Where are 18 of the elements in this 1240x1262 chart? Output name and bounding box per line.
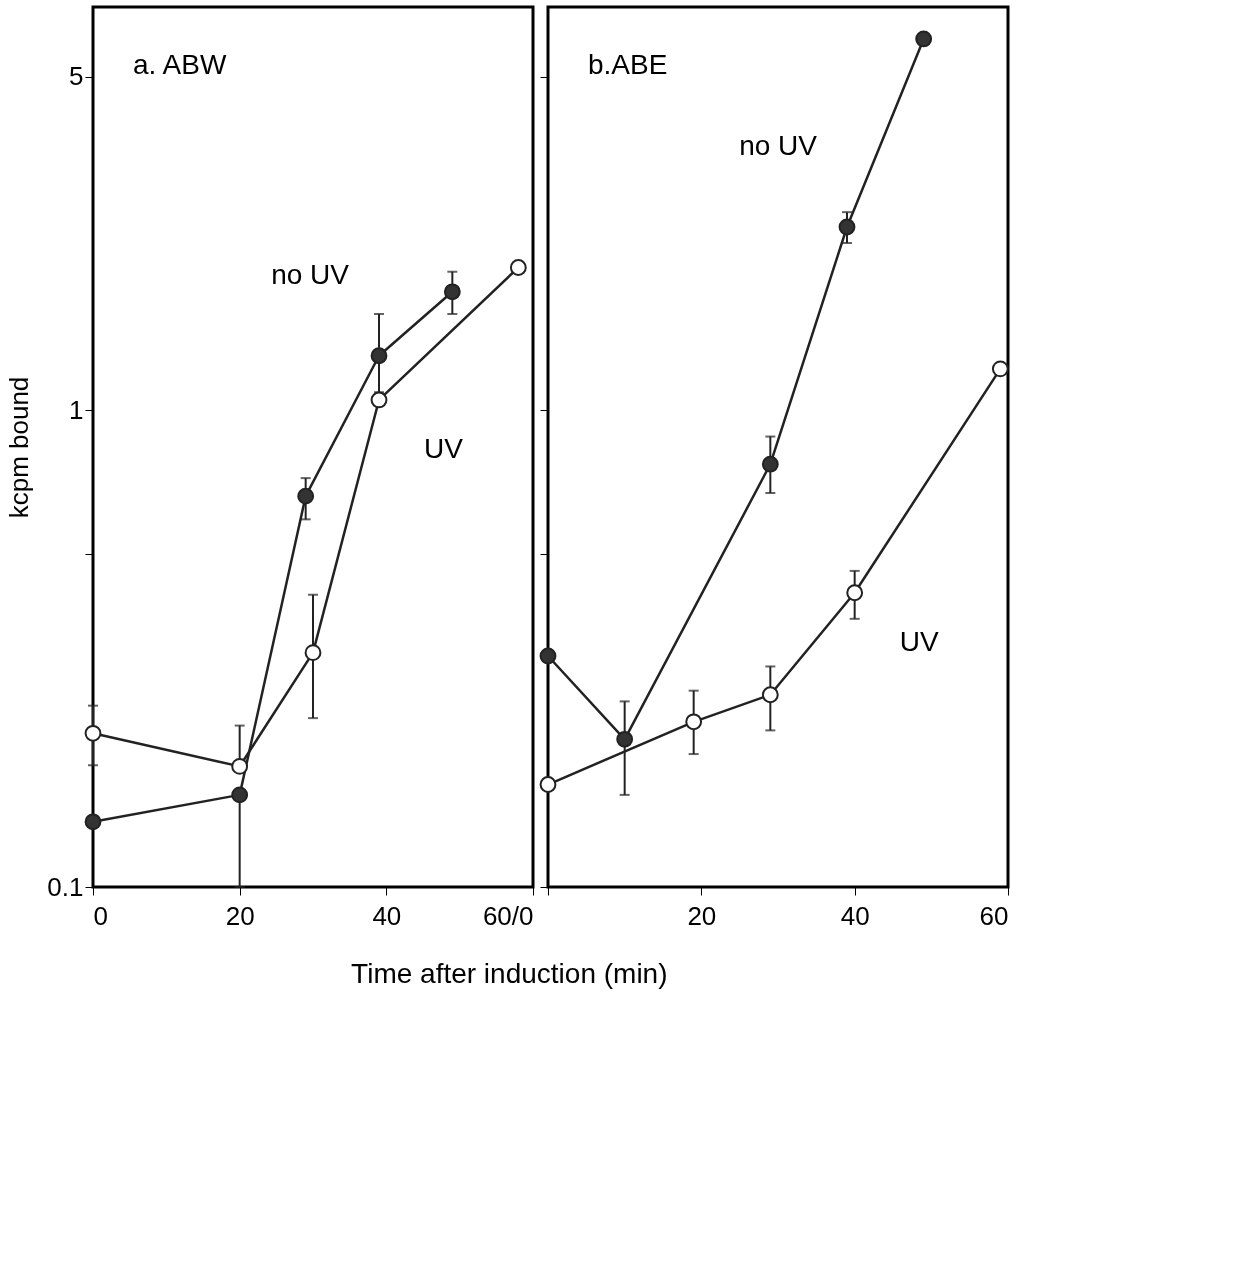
y-tick-label: 1 (69, 394, 84, 425)
y-tick-label: 0.1 (47, 871, 84, 902)
x-tick-label: 40 (372, 900, 402, 931)
series-label: no UV (739, 130, 818, 161)
x-tick-label: 60 (979, 900, 1009, 931)
x-tick-label: 0 (93, 900, 108, 931)
text: b.ABE (588, 49, 668, 80)
y-axis-title: kcpm bound (4, 376, 35, 519)
y-tick-label: 5 (69, 61, 84, 92)
x-tick-label: 20 (687, 900, 717, 931)
text: no UV (271, 258, 350, 290)
x-tick-label: 60/0 (482, 900, 534, 931)
series-label: UV (899, 625, 939, 657)
x-tick-label: 40 (840, 900, 870, 931)
text: a. ABW (133, 49, 227, 80)
x-tick-label: 20 (225, 900, 255, 931)
series-label: UV (424, 432, 464, 464)
x-axis-title: Time after induction (min) (351, 957, 668, 989)
